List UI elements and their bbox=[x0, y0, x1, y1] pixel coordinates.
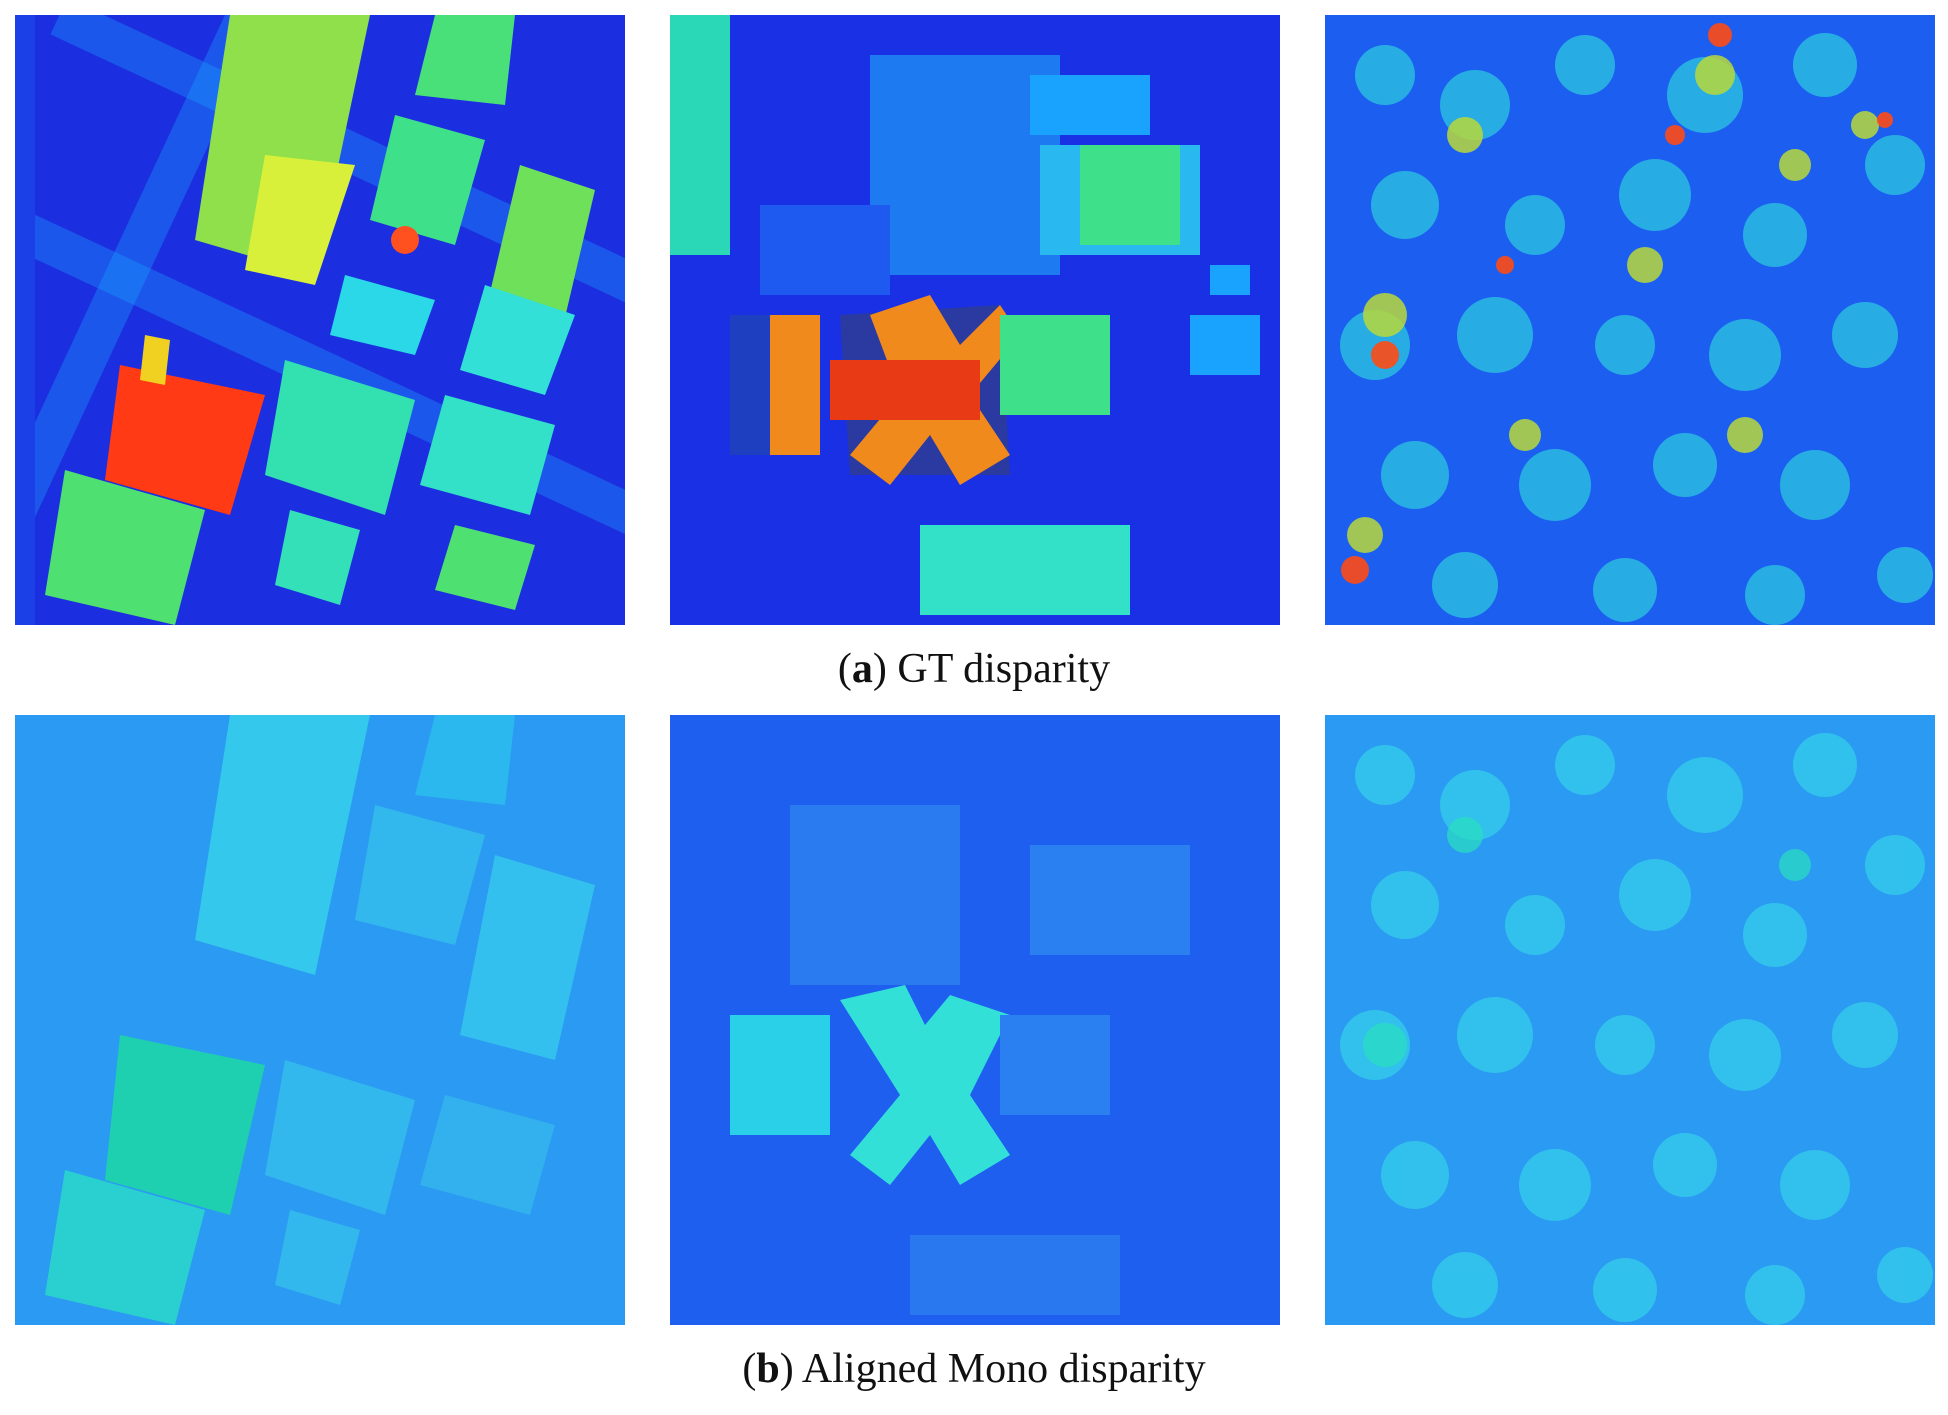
mono-disparity-image-campus bbox=[670, 715, 1280, 1325]
caption-gt-disparity: (a) GT disparity bbox=[0, 645, 1948, 693]
gt-disparity-image-campus bbox=[670, 15, 1280, 625]
caption-open-paren: ( bbox=[837, 646, 852, 692]
caption-letter: b bbox=[756, 1346, 780, 1392]
caption-text: ) GT disparity bbox=[872, 646, 1111, 692]
mono-disparity-image-urban bbox=[15, 715, 625, 1325]
gt-disparity-image-urban bbox=[15, 15, 625, 625]
caption-open-paren: ( bbox=[742, 1346, 757, 1392]
mono-disparity-image-forest bbox=[1325, 715, 1935, 1325]
caption-mono-disparity: (b) Aligned Mono disparity bbox=[0, 1345, 1948, 1393]
caption-text: ) Aligned Mono disparity bbox=[779, 1346, 1206, 1392]
gt-disparity-image-forest bbox=[1325, 15, 1935, 625]
caption-letter: a bbox=[851, 646, 873, 692]
